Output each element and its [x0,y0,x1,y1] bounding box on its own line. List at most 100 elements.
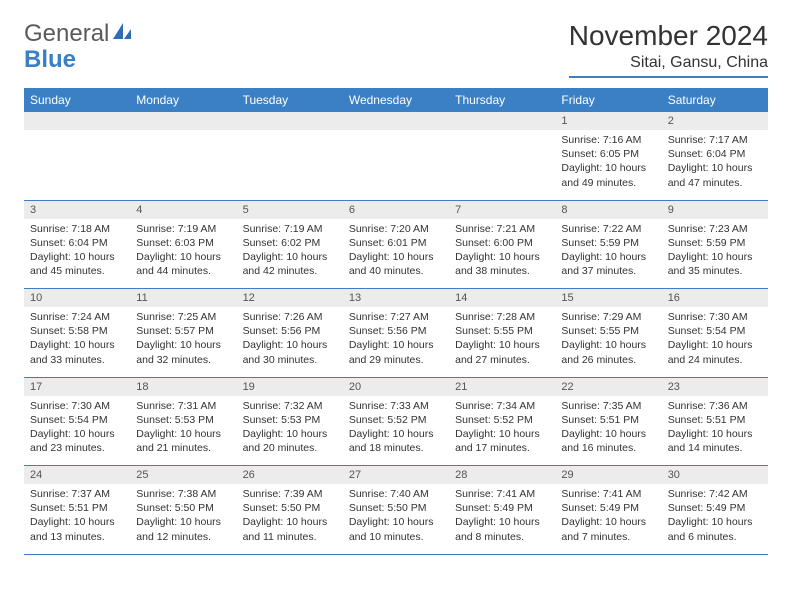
month-title: November 2024 [569,20,768,52]
day-number: 4 [130,200,236,219]
day-number [343,112,449,130]
sunset-text: Sunset: 5:50 PM [136,501,230,515]
day-number: 14 [449,289,555,308]
sunrise-text: Sunrise: 7:35 AM [561,399,655,413]
day-cell: Sunrise: 7:42 AMSunset: 5:49 PMDaylight:… [662,484,768,554]
sunset-text: Sunset: 5:56 PM [349,324,443,338]
day-cell: Sunrise: 7:23 AMSunset: 5:59 PMDaylight:… [662,219,768,289]
day-number: 27 [343,466,449,485]
sunset-text: Sunset: 5:49 PM [561,501,655,515]
day-number [449,112,555,130]
day-number: 17 [24,377,130,396]
sunrise-text: Sunrise: 7:16 AM [561,133,655,147]
sunrise-text: Sunrise: 7:18 AM [30,222,124,236]
daylight-text: Daylight: 10 hours and 29 minutes. [349,338,443,366]
daylight-text: Daylight: 10 hours and 26 minutes. [561,338,655,366]
sunrise-text: Sunrise: 7:30 AM [668,310,762,324]
day-content-row: Sunrise: 7:30 AMSunset: 5:54 PMDaylight:… [24,396,768,466]
logo-text-blue: Blue [24,46,76,74]
sunrise-text: Sunrise: 7:20 AM [349,222,443,236]
day-cell: Sunrise: 7:19 AMSunset: 6:03 PMDaylight:… [130,219,236,289]
day-number: 9 [662,200,768,219]
day-cell: Sunrise: 7:24 AMSunset: 5:58 PMDaylight:… [24,307,130,377]
sunset-text: Sunset: 5:55 PM [455,324,549,338]
sunrise-text: Sunrise: 7:41 AM [455,487,549,501]
day-number: 6 [343,200,449,219]
sunrise-text: Sunrise: 7:40 AM [349,487,443,501]
sunset-text: Sunset: 6:04 PM [668,147,762,161]
sunrise-text: Sunrise: 7:32 AM [243,399,337,413]
sunset-text: Sunset: 5:51 PM [668,413,762,427]
daylight-text: Daylight: 10 hours and 14 minutes. [668,427,762,455]
day-cell: Sunrise: 7:16 AMSunset: 6:05 PMDaylight:… [555,130,661,200]
day-content-row: Sunrise: 7:24 AMSunset: 5:58 PMDaylight:… [24,307,768,377]
daylight-text: Daylight: 10 hours and 20 minutes. [243,427,337,455]
day-number: 28 [449,466,555,485]
weekday-header: Wednesday [343,88,449,112]
sunset-text: Sunset: 5:53 PM [243,413,337,427]
day-cell [343,130,449,200]
daylight-text: Daylight: 10 hours and 40 minutes. [349,250,443,278]
daylight-text: Daylight: 10 hours and 12 minutes. [136,515,230,543]
day-number: 25 [130,466,236,485]
sunset-text: Sunset: 5:54 PM [30,413,124,427]
sunrise-text: Sunrise: 7:19 AM [243,222,337,236]
sunrise-text: Sunrise: 7:24 AM [30,310,124,324]
sunset-text: Sunset: 5:54 PM [668,324,762,338]
day-number-row: 17181920212223 [24,377,768,396]
daylight-text: Daylight: 10 hours and 17 minutes. [455,427,549,455]
day-number: 22 [555,377,661,396]
day-cell: Sunrise: 7:30 AMSunset: 5:54 PMDaylight:… [662,307,768,377]
day-cell [449,130,555,200]
sunset-text: Sunset: 5:59 PM [561,236,655,250]
sunset-text: Sunset: 5:53 PM [136,413,230,427]
day-number: 13 [343,289,449,308]
daylight-text: Daylight: 10 hours and 21 minutes. [136,427,230,455]
sunset-text: Sunset: 5:49 PM [455,501,549,515]
day-cell: Sunrise: 7:18 AMSunset: 6:04 PMDaylight:… [24,219,130,289]
day-number: 12 [237,289,343,308]
sunrise-text: Sunrise: 7:38 AM [136,487,230,501]
weekday-header: Sunday [24,88,130,112]
weekday-header: Thursday [449,88,555,112]
day-number-row: 3456789 [24,200,768,219]
sunset-text: Sunset: 5:56 PM [243,324,337,338]
day-cell: Sunrise: 7:20 AMSunset: 6:01 PMDaylight:… [343,219,449,289]
sunrise-text: Sunrise: 7:41 AM [561,487,655,501]
day-number: 19 [237,377,343,396]
sunset-text: Sunset: 5:58 PM [30,324,124,338]
sunrise-text: Sunrise: 7:42 AM [668,487,762,501]
day-cell: Sunrise: 7:30 AMSunset: 5:54 PMDaylight:… [24,396,130,466]
daylight-text: Daylight: 10 hours and 32 minutes. [136,338,230,366]
day-cell: Sunrise: 7:32 AMSunset: 5:53 PMDaylight:… [237,396,343,466]
sunset-text: Sunset: 5:55 PM [561,324,655,338]
sunset-text: Sunset: 5:50 PM [243,501,337,515]
day-number: 15 [555,289,661,308]
day-cell: Sunrise: 7:38 AMSunset: 5:50 PMDaylight:… [130,484,236,554]
sunset-text: Sunset: 6:00 PM [455,236,549,250]
day-content-row: Sunrise: 7:37 AMSunset: 5:51 PMDaylight:… [24,484,768,554]
day-number: 10 [24,289,130,308]
day-cell: Sunrise: 7:37 AMSunset: 5:51 PMDaylight:… [24,484,130,554]
sunrise-text: Sunrise: 7:39 AM [243,487,337,501]
day-number: 29 [555,466,661,485]
day-cell: Sunrise: 7:22 AMSunset: 5:59 PMDaylight:… [555,219,661,289]
sunrise-text: Sunrise: 7:37 AM [30,487,124,501]
sunrise-text: Sunrise: 7:31 AM [136,399,230,413]
day-cell: Sunrise: 7:40 AMSunset: 5:50 PMDaylight:… [343,484,449,554]
sunrise-text: Sunrise: 7:34 AM [455,399,549,413]
sunrise-text: Sunrise: 7:33 AM [349,399,443,413]
sunset-text: Sunset: 6:01 PM [349,236,443,250]
sunset-text: Sunset: 6:04 PM [30,236,124,250]
day-number: 7 [449,200,555,219]
day-cell [237,130,343,200]
sunset-text: Sunset: 5:59 PM [668,236,762,250]
daylight-text: Daylight: 10 hours and 33 minutes. [30,338,124,366]
sunset-text: Sunset: 6:02 PM [243,236,337,250]
sunrise-text: Sunrise: 7:23 AM [668,222,762,236]
daylight-text: Daylight: 10 hours and 42 minutes. [243,250,337,278]
daylight-text: Daylight: 10 hours and 37 minutes. [561,250,655,278]
daylight-text: Daylight: 10 hours and 7 minutes. [561,515,655,543]
sunset-text: Sunset: 5:49 PM [668,501,762,515]
day-content-row: Sunrise: 7:18 AMSunset: 6:04 PM Daylight:… [24,219,768,289]
